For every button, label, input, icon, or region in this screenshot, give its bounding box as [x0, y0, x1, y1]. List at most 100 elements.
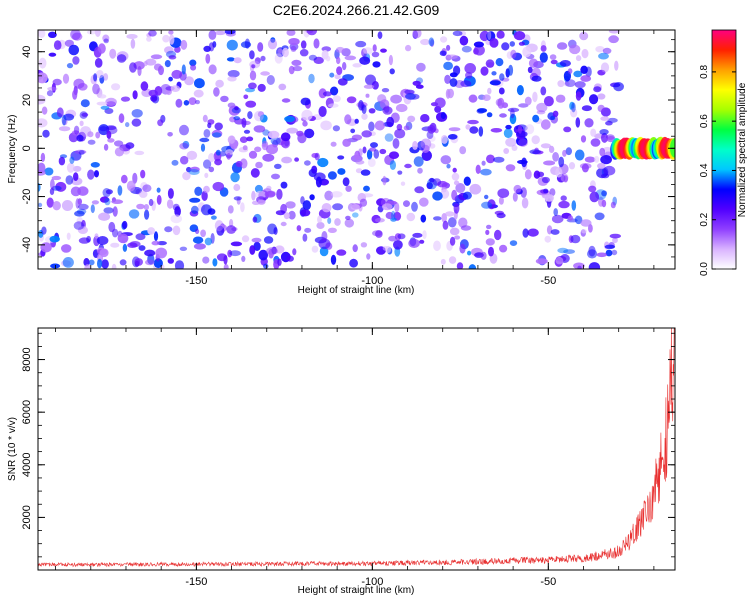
noise-blob	[612, 237, 618, 244]
x-tick-label: -150	[185, 576, 207, 588]
spectrogram-heatmap	[38, 30, 675, 269]
noise-blob	[543, 188, 549, 194]
noise-blob	[157, 119, 164, 127]
noise-blob	[601, 132, 608, 143]
noise-blob	[507, 107, 520, 113]
noise-blob	[164, 46, 174, 54]
noise-blob	[359, 198, 368, 207]
noise-blob	[550, 229, 560, 235]
y-tick-label: 8000	[21, 347, 33, 371]
noise-blob	[61, 200, 74, 211]
noise-blob	[280, 132, 291, 142]
noise-blob	[408, 238, 420, 248]
noise-blob	[590, 138, 601, 147]
noise-blob	[528, 58, 539, 68]
noise-blob	[76, 217, 84, 225]
noise-blob	[304, 227, 312, 233]
noise-blob	[557, 80, 565, 88]
noise-blob	[308, 54, 317, 61]
noise-blob	[363, 84, 375, 89]
noise-blob	[100, 196, 110, 203]
noise-blob	[62, 73, 70, 84]
noise-blob	[167, 132, 173, 137]
noise-blob	[563, 126, 572, 133]
noise-blob	[134, 258, 143, 266]
noise-blob	[487, 87, 492, 95]
noise-blob	[153, 231, 159, 242]
noise-blob	[544, 235, 552, 243]
noise-blob	[524, 169, 532, 180]
noise-blob	[573, 70, 583, 78]
noise-blob	[201, 190, 208, 201]
noise-blob	[233, 183, 241, 192]
noise-blob	[449, 72, 458, 78]
noise-blob	[382, 175, 387, 186]
noise-blob	[541, 176, 550, 184]
noise-blob	[318, 106, 327, 117]
noise-blob	[467, 119, 479, 125]
noise-blob	[461, 45, 472, 53]
noise-blob	[489, 38, 499, 48]
noise-blob	[200, 229, 207, 238]
noise-blob	[511, 144, 518, 151]
snr-series-line	[38, 328, 675, 568]
noise-blob	[52, 78, 62, 86]
noise-blob	[73, 78, 85, 89]
noise-blob	[87, 139, 96, 145]
noise-blob	[411, 201, 418, 212]
noise-blob	[80, 99, 90, 108]
noise-blob	[94, 58, 103, 68]
noise-blob	[138, 245, 146, 251]
noise-blob	[505, 164, 516, 172]
noise-blob	[208, 153, 215, 163]
noise-blob	[485, 238, 495, 246]
noise-blob	[367, 158, 376, 168]
noise-blob	[366, 149, 373, 160]
noise-blob	[52, 201, 61, 211]
noise-blob	[38, 57, 47, 69]
noise-blob	[345, 215, 351, 220]
noise-blob	[103, 38, 109, 44]
noise-blob	[354, 150, 361, 160]
noise-blob	[403, 125, 410, 131]
noise-blob	[452, 167, 457, 173]
noise-blob	[404, 89, 415, 95]
noise-blob	[121, 174, 128, 184]
noise-blob	[214, 220, 224, 232]
noise-blob	[600, 116, 610, 121]
noise-blob	[375, 230, 383, 238]
noise-blob	[496, 212, 506, 219]
noise-blob	[327, 217, 332, 224]
noise-blob	[254, 146, 262, 153]
noise-blob	[558, 156, 565, 168]
noise-blob	[84, 264, 92, 269]
noise-blob	[495, 98, 503, 106]
noise-blob	[193, 89, 204, 98]
noise-blob	[499, 73, 505, 81]
noise-blob	[180, 39, 188, 50]
noise-blob	[72, 165, 82, 172]
noise-blob	[481, 160, 486, 166]
noise-blob	[156, 187, 161, 193]
noise-blob	[555, 94, 566, 103]
noise-blob	[47, 86, 58, 91]
noise-blob	[335, 46, 345, 53]
noise-blob	[548, 145, 555, 153]
noise-blob	[255, 161, 263, 169]
noise-blob	[290, 45, 297, 53]
noise-blob	[468, 94, 478, 103]
noise-blob	[182, 140, 190, 149]
noise-blob	[226, 153, 231, 160]
noise-blob	[77, 186, 89, 196]
noise-blob	[544, 194, 555, 202]
noise-blob	[574, 215, 583, 225]
noise-blob	[559, 60, 572, 67]
noise-blob	[277, 48, 283, 54]
noise-blob	[91, 200, 99, 205]
noise-blob	[488, 246, 494, 257]
noise-blob	[184, 76, 195, 86]
noise-blob	[404, 163, 412, 169]
noise-blob	[169, 34, 175, 45]
noise-blob	[540, 45, 547, 52]
noise-blob	[74, 210, 85, 217]
